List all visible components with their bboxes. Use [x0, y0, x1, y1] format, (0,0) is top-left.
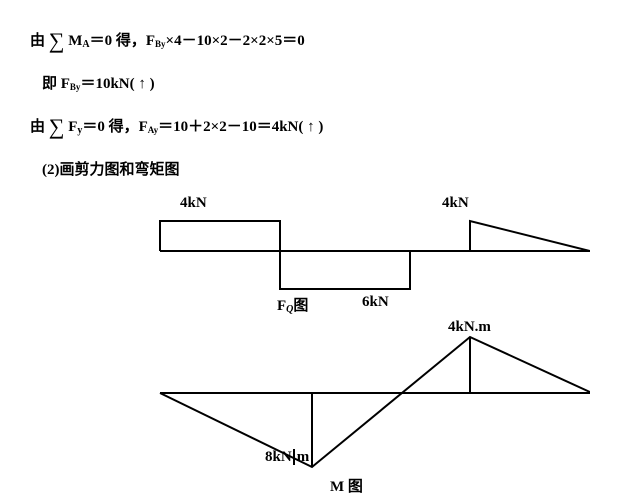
shear-label-bottom: 6kN: [362, 294, 389, 311]
text: ＝0 得，F: [82, 119, 147, 135]
text: 8kN: [265, 449, 292, 465]
subscript: Ay: [148, 125, 158, 135]
shear-axis-label: FQ图: [277, 294, 308, 315]
moment-axis-label: M 图: [330, 475, 363, 496]
text: F: [64, 119, 77, 135]
sigma-symbol: ∑: [49, 20, 65, 62]
text: 由: [30, 119, 49, 135]
text: m: [293, 449, 310, 465]
text: ＝0 得，F: [90, 33, 155, 49]
equation-line-3: 由 ∑ Fy＝0 得，FAy＝10＋2×2－10＝4kN( ↑ ): [30, 106, 609, 148]
subscript: A: [82, 39, 89, 50]
equation-line-2: 即 FBy＝10kN( ↑ ): [42, 70, 609, 99]
text: M: [64, 33, 82, 49]
equation-line-1: 由 ∑ MA＝0 得，FBy×4－10×2－2×2×5＝0: [30, 20, 609, 62]
shear-label-top-right: 4kN: [442, 195, 469, 212]
text: ×4－10×2－2×2×5＝0: [166, 33, 305, 49]
sigma-symbol: ∑: [49, 106, 65, 148]
text: F: [277, 298, 286, 314]
text: ＝10kN( ↑ ): [80, 76, 154, 92]
subscript: By: [155, 39, 166, 49]
text: (2)画剪力图和弯矩图: [42, 162, 180, 178]
text: 图: [293, 298, 308, 314]
section-heading: (2)画剪力图和弯矩图: [42, 156, 609, 185]
moment-label-valley: 8kNm: [265, 449, 310, 466]
text: 即 F: [42, 76, 70, 92]
shear-label-top-left: 4kN: [180, 195, 207, 212]
text: 由: [30, 33, 49, 49]
moment-label-peak: 4kN.m: [448, 319, 491, 336]
diagram-area: 4kN 4kN FQ图 6kN 4kN.m 8kNm M 图: [30, 193, 590, 503]
page-root: 由 ∑ MA＝0 得，FBy×4－10×2－2×2×5＝0 即 FBy＝10kN…: [0, 0, 639, 503]
subscript: By: [70, 82, 81, 92]
text: ＝10＋2×2－10＝4kN( ↑ ): [158, 119, 323, 135]
